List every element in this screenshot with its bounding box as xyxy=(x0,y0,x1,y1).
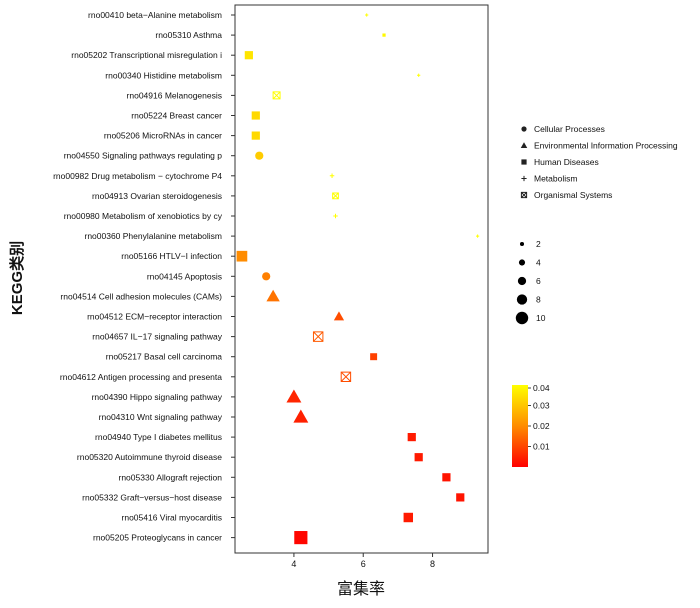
data-point xyxy=(244,51,253,60)
category-labels: rno00410 beta−Alanine metabolism rno05310… xyxy=(53,10,223,543)
legend-shape-label: Human Diseases xyxy=(534,157,599,167)
legend-size-label: 2 xyxy=(536,239,541,249)
category-label: rno00982 Drug metabolism − cytochrome P4 xyxy=(53,171,222,181)
category-label: rno05224 Breast cancer xyxy=(131,111,222,121)
legend-shape-symbol xyxy=(521,126,527,132)
data-point xyxy=(236,250,248,262)
color-legend-label: 0.04 xyxy=(533,383,550,393)
category-label: rno05320 Autoimmune thyroid disease xyxy=(77,452,222,462)
y-axis-title: KEGG类别 xyxy=(8,241,26,315)
category-label: rno04940 Type I diabetes mellitus xyxy=(95,432,222,442)
data-point xyxy=(333,213,338,219)
data-point xyxy=(403,512,414,523)
category-label: rno05330 Allograft rejection xyxy=(119,472,223,482)
category-label: rno05310 Asthma xyxy=(155,30,222,40)
legend-size-label: 6 xyxy=(536,276,541,286)
legend-shape-symbol xyxy=(521,175,527,182)
color-legend-ticks: 0.04 0.03 0.02 0.01 xyxy=(528,383,550,452)
category-label: rno00980 Metabolism of xenobiotics by cy xyxy=(64,211,223,221)
data-point xyxy=(442,473,451,482)
data-point xyxy=(456,493,465,502)
plot-panel xyxy=(234,4,489,554)
category-label: rno00360 Phenylalanine metabolism xyxy=(84,231,222,241)
data-point xyxy=(251,111,260,120)
shape-legend: Cellular Processes Environmental Informat… xyxy=(520,124,678,200)
x-axis: 4 6 8 xyxy=(291,553,435,569)
x-axis-title: 富集率 xyxy=(337,580,385,598)
color-legend-bar xyxy=(512,385,528,467)
data-point xyxy=(294,531,308,545)
category-label: rno04913 Ovarian steroidogenesis xyxy=(92,191,222,201)
legend-size-symbol xyxy=(518,259,526,266)
legend-size-symbol xyxy=(519,241,525,247)
data-point xyxy=(414,453,423,462)
legend-size-label: 8 xyxy=(536,295,541,305)
data-point xyxy=(333,311,345,321)
data-point xyxy=(262,272,271,281)
category-label: rno05205 Proteoglycans in cancer xyxy=(93,533,222,543)
data-point xyxy=(407,433,416,442)
x-tick-label: 6 xyxy=(361,559,366,569)
data-point xyxy=(293,409,309,423)
size-legend: 2 4 6 8 10 xyxy=(515,239,546,325)
category-label: rno00340 Histidine metabolism xyxy=(105,70,222,80)
legend-shape-symbol xyxy=(521,159,527,165)
legend-shape-label: Environmental Information Processing xyxy=(534,141,678,151)
legend-shape-symbol xyxy=(520,191,528,199)
category-label: rno04916 Melanogenesis xyxy=(127,90,222,100)
data-point xyxy=(382,33,386,37)
category-label: rno04514 Cell adhesion molecules (CAMs) xyxy=(60,291,222,301)
color-legend-label: 0.01 xyxy=(533,442,550,452)
category-label: rno05202 Transcriptional misregulation i xyxy=(71,50,222,60)
data-point xyxy=(251,131,260,140)
x-tick-label: 8 xyxy=(430,559,435,569)
data-point xyxy=(255,151,264,160)
legend-shape-label: Organismal Systems xyxy=(534,190,612,200)
legend-size-symbol xyxy=(515,311,529,325)
data-point xyxy=(329,173,335,179)
data-point xyxy=(332,192,339,200)
category-label: rno05416 Viral myocarditis xyxy=(122,513,222,523)
category-label: rno04310 Wnt signaling pathway xyxy=(99,412,223,422)
data-point xyxy=(365,13,369,17)
data-point xyxy=(286,389,302,403)
category-label: rno05332 Graft−versus−host disease xyxy=(82,492,222,502)
data-point xyxy=(272,91,281,100)
legend-shape-symbol xyxy=(520,142,528,148)
legend-size-label: 10 xyxy=(536,313,546,323)
legend-shape-label: Metabolism xyxy=(534,174,577,184)
data-point xyxy=(312,331,324,342)
category-label: rno04145 Apoptosis xyxy=(147,271,222,281)
data-points xyxy=(236,13,480,545)
x-tick-label: 4 xyxy=(291,559,296,569)
data-point xyxy=(417,73,421,77)
category-label: rno04550 Signaling pathways regulating p xyxy=(64,151,223,161)
category-label: rno04657 IL−17 signaling pathway xyxy=(92,332,222,342)
category-label: rno04390 Hippo signaling pathway xyxy=(92,392,223,402)
data-point xyxy=(340,371,352,383)
category-label: rno04512 ECM−receptor interaction xyxy=(87,312,222,322)
y-tick-marks xyxy=(231,14,235,539)
legend-size-label: 4 xyxy=(536,258,541,268)
category-label: rno05166 HTLV−I infection xyxy=(121,251,222,261)
category-label: rno04612 Antigen processing and presenta xyxy=(60,372,222,382)
category-label: rno00410 beta−Alanine metabolism xyxy=(88,10,222,20)
data-point xyxy=(266,289,280,302)
category-label: rno05217 Basal cell carcinoma xyxy=(106,352,223,362)
legend-size-symbol xyxy=(517,276,527,286)
legend-shape-label: Cellular Processes xyxy=(534,124,605,134)
data-point xyxy=(475,234,480,238)
color-legend-label: 0.02 xyxy=(533,421,550,431)
category-label: rno05206 MicroRNAs in cancer xyxy=(104,131,222,141)
data-point xyxy=(370,353,378,361)
color-legend-label: 0.03 xyxy=(533,401,550,411)
legend-size-symbol xyxy=(516,294,528,305)
